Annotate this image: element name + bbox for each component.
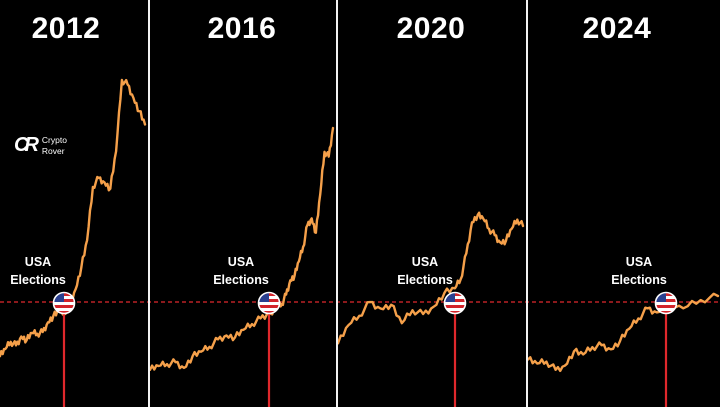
price-line-2024 [526,292,720,373]
elections-label-line-2: Elections [397,273,453,287]
elections-label-line-2: Elections [213,273,269,287]
panel-title-2012: 2012 [31,12,101,45]
crypto-rover-logo: CR Crypto Rover [14,134,67,157]
elections-label-2016: USA Elections [201,253,281,289]
panel-title-2016: 2016 [207,12,277,45]
logo-line-1: Crypto [41,134,67,145]
panel-title-2020: 2020 [396,12,466,45]
logo-text: Crypto Rover [42,135,67,157]
price-panel-2016 [148,126,335,407]
us-flag-icon [443,291,467,315]
crypto-rover-logo-icon: CR [14,134,39,156]
elections-label-line-1: USA [227,255,255,269]
elections-label-line-1: USA [411,255,439,269]
elections-label-2012: USA Elections [0,253,78,289]
elections-label-line-2: Elections [611,273,667,287]
elections-label-line-1: USA [625,255,653,269]
price-panel-2012 [0,78,147,407]
price-line-2012 [0,78,147,358]
elections-label-2020: USA Elections [385,253,465,289]
price-panel-2024 [526,291,720,407]
elections-label-2024: USA Elections [599,253,679,289]
us-flag-icon [52,291,76,315]
us-flag-icon [654,291,678,315]
panel-divider [526,0,528,407]
elections-label-line-1: USA [24,255,52,269]
panel-title-2024: 2024 [582,12,652,45]
panel-divider [148,0,150,407]
panel-divider [336,0,338,407]
us-flag-icon [257,291,281,315]
logo-line-2: Rover [41,145,65,156]
price-panel-2020 [336,211,525,407]
price-line-2020 [336,211,525,345]
price-line-2016 [148,126,335,371]
elections-label-line-2: Elections [10,273,66,287]
